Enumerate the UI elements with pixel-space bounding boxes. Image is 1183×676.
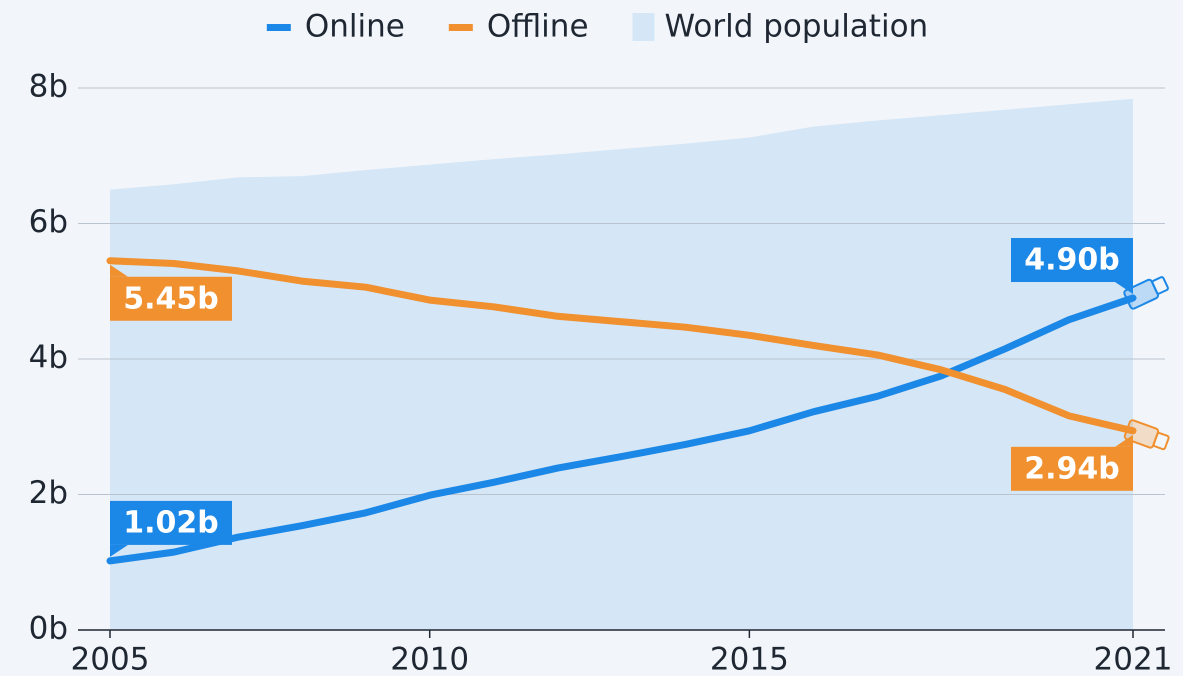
callout-box xyxy=(1011,446,1133,491)
callout-pointer xyxy=(1115,434,1133,447)
plug-tip xyxy=(1152,432,1170,451)
legend-label: Online xyxy=(305,9,405,45)
x-tick-label: 2005 xyxy=(71,642,150,676)
y-tick-label: 2b xyxy=(29,475,68,511)
legend-swatch xyxy=(632,13,655,41)
data-label: 4.90b xyxy=(1024,243,1120,278)
plug-tip xyxy=(1151,276,1169,295)
y-tick-label: 8b xyxy=(29,69,68,105)
line xyxy=(106,257,1137,435)
legend-swatch xyxy=(448,24,473,31)
y-tick-label: 4b xyxy=(29,340,68,376)
callout-pointer xyxy=(1115,282,1133,295)
legend: Online Offline World population xyxy=(266,9,929,45)
plug-icon xyxy=(1123,419,1170,451)
callout-pointer xyxy=(110,264,128,277)
legend-label: Offline xyxy=(487,9,589,45)
x-tick-label: 2010 xyxy=(390,642,469,676)
callout-box xyxy=(110,276,232,321)
legend-label: World population xyxy=(665,9,929,45)
x-tick-label: 2015 xyxy=(710,642,789,676)
callout-box xyxy=(110,500,232,545)
legend-swatch xyxy=(266,24,291,31)
y-tick-label: 0b xyxy=(29,611,68,647)
x-tick-label: 2021 xyxy=(1094,642,1173,676)
plug-icon xyxy=(1123,276,1169,310)
y-tick-label: 6b xyxy=(29,204,68,240)
callout-box xyxy=(1011,238,1133,283)
data-label: 1.02b xyxy=(123,505,219,540)
data-label: 2.94b xyxy=(1024,451,1120,486)
callout-pointer xyxy=(110,544,128,557)
line xyxy=(106,294,1137,565)
area xyxy=(110,98,1133,631)
data-label: 5.45b xyxy=(123,281,219,316)
